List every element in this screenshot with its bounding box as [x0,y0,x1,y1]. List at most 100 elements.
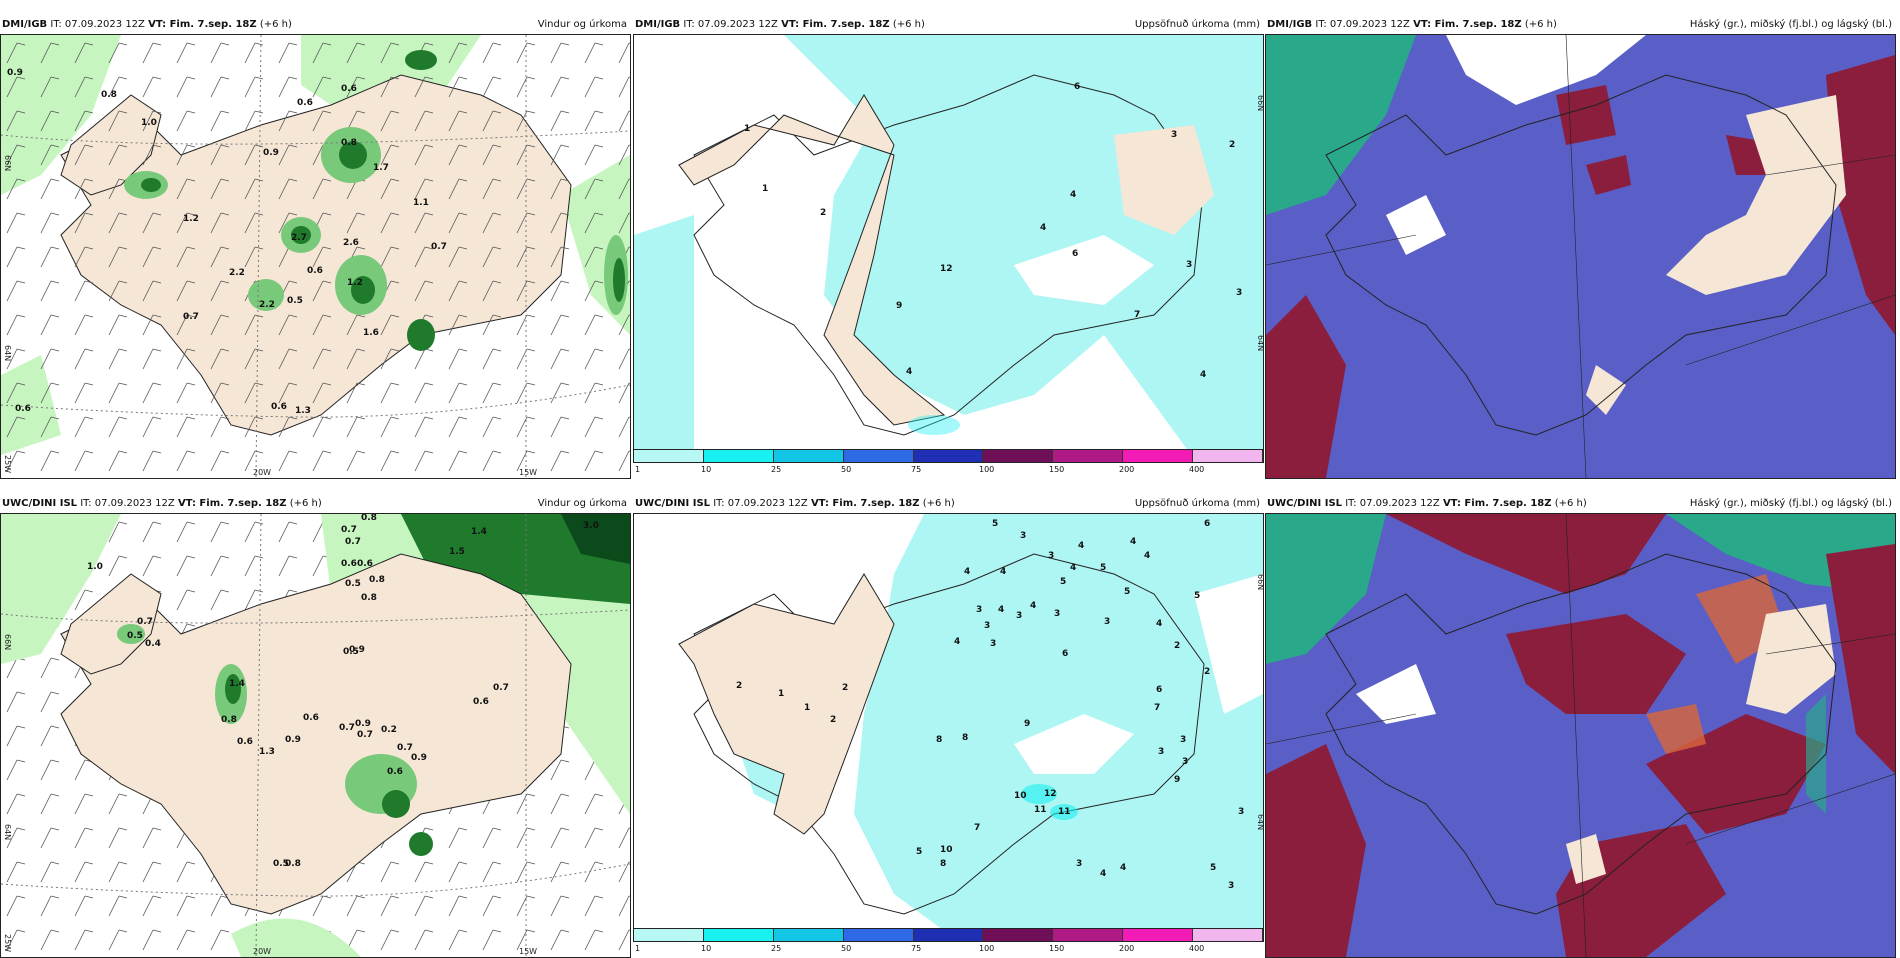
value-label: 3 [1016,611,1022,621]
colorbar-swatch [843,450,914,462]
value-label: 9 [1024,719,1030,729]
value-label: 12 [940,264,953,274]
value-label: 5 [916,847,922,857]
colorbar-swatch [913,929,984,941]
lead-time: (+6 h) [1554,498,1587,509]
colorbar-swatch [1123,450,1194,462]
colorbar-tick: 1 [635,944,641,953]
model-source: DMI/IGB [1267,19,1313,30]
colorbar-swatch [843,929,914,941]
map-area[interactable] [1265,513,1896,958]
value-label: 0.5 [345,579,361,589]
colorbar-tick: 400 [1189,944,1205,953]
colorbar-tick: 100 [979,944,995,953]
panel-header: UWC/DINI ISL IT: 07.09.2023 12Z VT: Fim.… [1265,495,1896,513]
model-source: DMI/IGB [635,19,681,30]
value-label: 2.2 [259,300,275,310]
value-label: 0.4 [145,639,161,649]
value-label: 6 [1204,519,1210,529]
value-label: 1 [744,124,750,134]
lon-label: 25W [3,455,12,473]
map-area[interactable]: 6 1 2 1 2 4 4 6 3 3 12 9 7 4 4 3 66N 64N [633,34,1264,460]
lon-label: 20W [253,468,271,477]
value-label: 11 [1058,807,1071,817]
value-label: 3 [1228,881,1234,891]
value-label: 7 [974,823,980,833]
value-label: 4 [1000,567,1006,577]
value-label: 0.9 [349,645,365,655]
valid-time: VT: Fim. 7.sep. 18Z [177,498,287,509]
panel-dmi-wind-precip: DMI/IGB IT: 07.09.2023 12Z VT: Fim. 7.se… [0,16,631,479]
colorbar-tick: 25 [771,465,782,474]
value-label: 4 [964,567,970,577]
precip-colorbar [633,928,1264,942]
value-label: 4 [998,605,1004,615]
colorbar-tick: 200 [1119,465,1135,474]
map-area[interactable] [1265,34,1896,479]
value-label: 0.6 [237,737,253,747]
value-label: 3 [1171,130,1177,140]
colorbar-swatch [773,929,844,941]
colorbar-swatch [913,450,984,462]
value-label: 3 [990,639,996,649]
value-label: 1.4 [471,527,487,537]
value-label: 6 [1156,685,1162,695]
value-label: 4 [1120,863,1126,873]
lead-time: (+6 h) [259,19,292,30]
value-label: 3 [1076,859,1082,869]
colorbar-swatch [703,929,774,941]
valid-time: VT: Fim. 7.sep. 18Z [1413,19,1522,30]
value-label: 0.8 [369,575,385,585]
value-label: 0.8 [285,859,301,869]
value-label: 3 [976,605,982,615]
map-area[interactable]: 5 3 6 4 4 4 3 4 5 4 4 5 5 5 3 4 3 3 4 3 … [633,513,1264,939]
value-label: 1.3 [295,406,311,416]
value-label: 1.5 [449,547,465,557]
colorbar-tick: 400 [1189,465,1205,474]
map-area[interactable]: 0.9 0.8 1.0 0.6 0.6 0.9 0.8 1.7 1.1 1.2 … [0,34,631,479]
panel-uwc-accum-precip: UWC/DINI ISL IT: 07.09.2023 12Z VT: Fim.… [633,495,1264,958]
model-source: UWC/DINI ISL [635,498,711,509]
colorbar-swatch [983,450,1054,462]
value-label: 0.6 [303,713,319,723]
value-label: 0.9 [355,719,371,729]
value-label: 0.6 [341,559,357,569]
value-label: 5 [1210,863,1216,873]
value-label: 0.7 [137,617,153,627]
value-label: 0.7 [183,312,199,322]
value-label: 1.4 [229,679,245,689]
value-label: 3 [1054,609,1060,619]
value-label: 0.6 [307,266,323,276]
precip-colorbar [633,449,1264,463]
panel-uwc-wind-precip: UWC/DINI ISL IT: 07.09.2023 12Z VT: Fim.… [0,495,631,958]
value-label: 10 [1014,791,1027,801]
value-label: 0.9 [263,148,279,158]
colorbar-tick: 200 [1119,944,1135,953]
value-label: 10 [940,845,953,855]
panel-header: DMI/IGB IT: 07.09.2023 12Z VT: Fim. 7.se… [0,16,631,34]
map-area[interactable]: 1.0 0.7 0.7 0.8 1.5 1.4 3.0 0.6 0.6 0.8 … [0,513,631,958]
colorbar-tick: 10 [701,465,712,474]
value-label: 2 [1174,641,1180,651]
value-label: 2 [842,683,848,693]
value-label: 3 [984,621,990,631]
colorbar-tick: 75 [911,944,922,953]
panel-header: DMI/IGB IT: 07.09.2023 12Z VT: Fim. 7.se… [1265,16,1896,34]
lead-time: (+6 h) [892,19,925,30]
value-label: 2.2 [229,268,245,278]
model-source: UWC/DINI ISL [2,498,78,509]
colorbar-tick: 1 [635,465,641,474]
value-label: 1 [804,703,810,713]
value-label: 0.9 [411,753,427,763]
value-label: 4 [1078,541,1084,551]
lat-label: 64N [3,345,12,361]
init-time: IT: 07.09.2023 12Z [713,498,808,509]
value-label: 0.5 [127,631,143,641]
value-label: 6 [1072,249,1078,259]
lat-label: 66N [3,634,12,650]
value-label: 5 [1194,591,1200,601]
value-label: 0.6 [473,697,489,707]
panel-title: Háský (gr.), miðský (fj.bl.) og lágský (… [1689,498,1892,509]
value-label: 0.6 [341,84,357,94]
value-label: 2 [1204,667,1210,677]
